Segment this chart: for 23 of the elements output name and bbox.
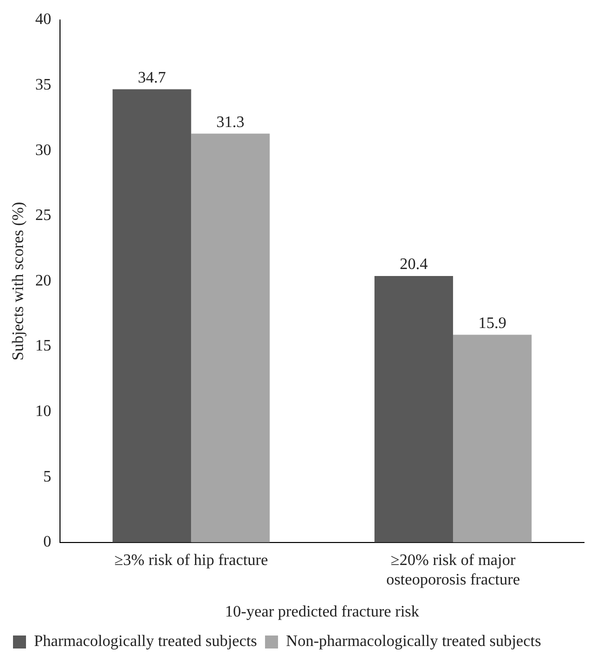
y-tick-label: 30 (35, 142, 52, 159)
data-label: 20.4 (400, 256, 428, 274)
data-label: 34.7 (138, 69, 166, 86)
bar (453, 334, 532, 542)
legend-label: Non-pharmacologically treated subjects (286, 633, 542, 650)
legend-label: Pharmacologically treated subjects (34, 633, 258, 650)
bar (112, 89, 192, 542)
y-tick-label: 25 (35, 207, 52, 224)
x-tick-label: ≥20% risk of major osteoporosis fracture (386, 552, 520, 588)
y-tick-label: 5 (43, 468, 52, 486)
y-tick-label: 15 (35, 338, 52, 355)
y-tick-label: 35 (35, 76, 52, 94)
y-tick-label: 10 (35, 403, 52, 420)
bar (191, 134, 270, 542)
x-axis-title: 10-year predicted fracture risk (225, 604, 420, 621)
data-label: 15.9 (478, 314, 506, 332)
y-tick-label: 0 (43, 534, 52, 551)
y-tick-label: 40 (35, 11, 52, 28)
y-axis-title: Subjects with scores (%) (10, 202, 27, 361)
bar (374, 276, 454, 542)
data-label: 31.3 (216, 114, 244, 131)
y-tick-label: 20 (35, 272, 52, 290)
x-tick-label: ≥3% risk of hip fracture (114, 552, 268, 570)
